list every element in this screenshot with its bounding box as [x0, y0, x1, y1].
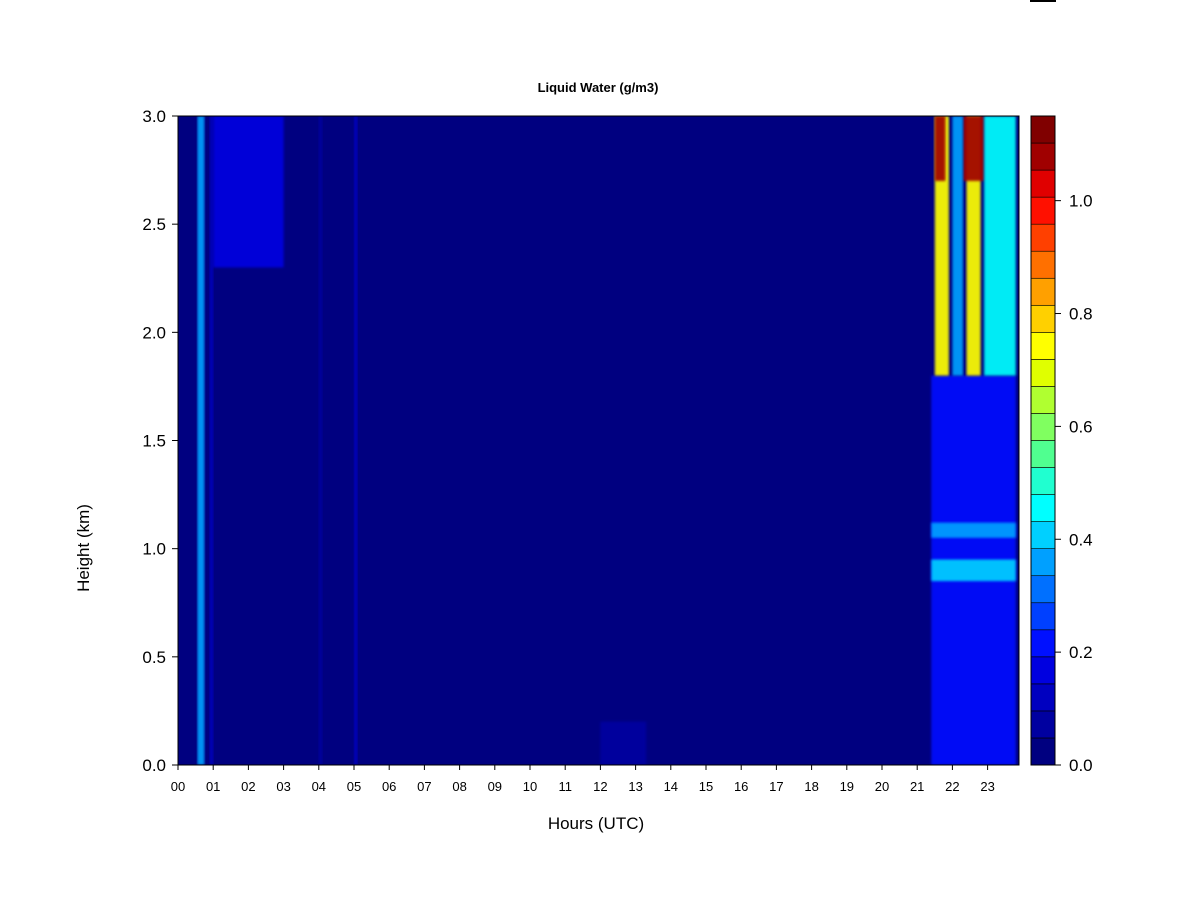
colorbar-level: [1030, 359, 1056, 387]
colorbar-level: [1030, 304, 1056, 333]
x-tick-label: 04: [312, 779, 326, 794]
x-tick-label: 16: [734, 779, 748, 794]
x-tick-label: 09: [488, 779, 502, 794]
y-axis-label: Height (km): [74, 504, 93, 592]
x-tick-label: 10: [523, 779, 537, 794]
x-tick-label: 00: [171, 779, 185, 794]
y-tick-label: 0.0: [142, 756, 166, 775]
x-tick-label: 01: [206, 779, 220, 794]
y-tick-label: 1.0: [142, 540, 166, 559]
heatmap-features: [197, 116, 1016, 765]
chart-title: Liquid Water (g/m3): [538, 80, 659, 95]
colorbar-tick-label: 0.0: [1069, 756, 1093, 775]
heatmap-cell: [318, 116, 323, 765]
y-tick-label: 3.0: [142, 107, 166, 126]
top-edge-mark: [1030, 0, 1056, 2]
heatmap-cell: [213, 116, 284, 268]
x-tick-label: 06: [382, 779, 396, 794]
x-tick-label: 22: [945, 779, 959, 794]
x-tick-label: 18: [804, 779, 818, 794]
x-tick-label: 03: [276, 779, 290, 794]
x-tick-label: 23: [980, 779, 994, 794]
y-tick-label: 0.5: [142, 648, 166, 667]
colorbar-level: [1030, 683, 1056, 712]
x-tick-label: 17: [769, 779, 783, 794]
colorbar-level: [1030, 277, 1056, 306]
heatmap-cell: [931, 522, 1016, 538]
colorbar-level: [1030, 250, 1056, 279]
x-tick-label: 13: [628, 779, 642, 794]
heatmap-cell: [963, 116, 985, 181]
colorbar-level: [1030, 196, 1056, 225]
x-tick-label: 12: [593, 779, 607, 794]
colorbar-level: [1030, 332, 1056, 360]
colorbar-level: [1030, 223, 1056, 252]
heatmap-cell: [952, 116, 963, 376]
colorbar-level: [1030, 575, 1056, 604]
x-tick-label: 21: [910, 779, 924, 794]
colorbar: 0.0 0.2 0.4 0.6 0.8 1.0: [1030, 115, 1093, 775]
heatmap-cell: [984, 116, 1016, 376]
colorbar-level: [1030, 521, 1056, 549]
y-tick-label: 2.0: [142, 323, 166, 342]
colorbar-level: [1030, 386, 1056, 414]
colorbar-level: [1030, 710, 1056, 739]
heatmap-cell: [197, 116, 205, 765]
heatmap-cell: [209, 116, 214, 765]
y-tick-label: 2.5: [142, 215, 166, 234]
x-tick-label: 11: [558, 779, 572, 794]
colorbar-level: [1030, 440, 1056, 468]
colorbar-level: [1030, 656, 1056, 685]
plot-background: [178, 116, 1019, 765]
colorbar-level: [1030, 548, 1056, 577]
colorbar-level: [1030, 169, 1056, 198]
x-axis-label: Hours (UTC): [548, 814, 644, 833]
colorbar-level: [1030, 629, 1056, 658]
colorbar-tick-label: 0.8: [1069, 305, 1093, 324]
x-axis: 00 01 02 03 04 05 06 07 08 09 10 11 12 13 14 15 16 17 18 19…: [171, 765, 995, 794]
colorbar-tick-label: 1.0: [1069, 192, 1093, 211]
x-tick-label: 02: [241, 779, 255, 794]
colorbar-tick-label: 0.4: [1069, 530, 1093, 549]
colorbar-level: [1030, 142, 1056, 171]
x-tick-label: 05: [347, 779, 361, 794]
x-tick-label: 19: [840, 779, 854, 794]
heatmap-cell: [600, 721, 647, 765]
y-tick-label: 1.5: [142, 432, 166, 451]
colorbar-level: [1030, 494, 1056, 522]
heatmap-cell: [931, 559, 1016, 582]
colorbar-tick-label: 0.2: [1069, 643, 1093, 662]
heatmap-cell: [354, 116, 358, 765]
colorbar-frame: [1030, 115, 1056, 766]
y-axis: 0.0 0.5 1.0 1.5 2.0 2.5 3.0: [142, 107, 178, 775]
plot-area: [177, 115, 1020, 766]
colorbar-level: [1030, 413, 1056, 441]
colorbar-level: [1030, 737, 1056, 766]
colorbar-level: [1030, 602, 1056, 631]
colorbar-level: [1030, 467, 1056, 495]
x-tick-label: 14: [664, 779, 678, 794]
heatmap-cell: [934, 116, 946, 181]
x-tick-label: 07: [417, 779, 431, 794]
x-tick-label: 15: [699, 779, 713, 794]
x-tick-label: 20: [875, 779, 889, 794]
x-tick-label: 08: [452, 779, 466, 794]
colorbar-tick-label: 0.6: [1069, 417, 1093, 436]
colorbar-level: [1030, 115, 1056, 144]
